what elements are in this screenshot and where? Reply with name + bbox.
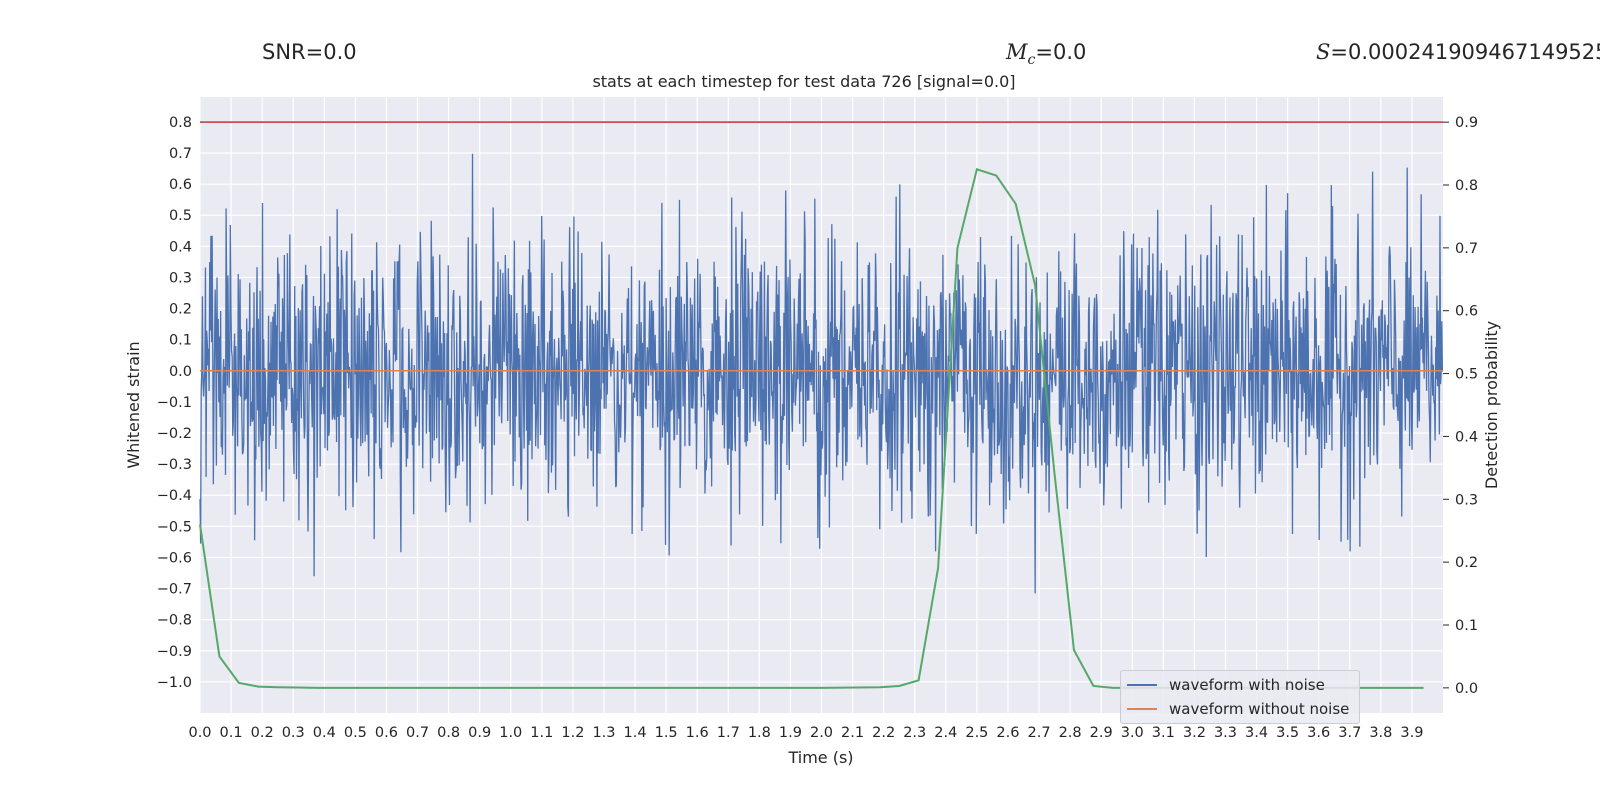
x-tick-label: 2.1 [841, 725, 864, 741]
y-tick-label: −0.8 [157, 613, 192, 629]
y2-tick-label: 0.1 [1455, 618, 1478, 634]
x-tick-label: 0.3 [282, 725, 305, 741]
x-tick-label: 0.0 [188, 725, 211, 741]
chirp-mass-symbol: M [1006, 40, 1028, 64]
probability-trace [199, 168, 1424, 689]
legend-item-clean: waveform without noise [1127, 698, 1349, 720]
y-tick-label: 0.5 [169, 208, 192, 224]
y2-tick-label: 0.3 [1455, 492, 1478, 508]
noise-trace [199, 153, 1444, 594]
x-tick-label: 1.6 [686, 725, 709, 741]
x-tick-label: 0.1 [220, 725, 243, 741]
y-tick-label: −1.0 [157, 675, 192, 691]
y-tick-label: 0.2 [169, 302, 192, 318]
series-detection-probability [199, 168, 1424, 689]
y-tick-label: −0.2 [157, 426, 192, 442]
x-tick-label: 2.2 [872, 725, 895, 741]
series-waveform-with-noise [199, 153, 1444, 594]
y-tick-label: −0.3 [157, 457, 192, 473]
x-tick-label: 3.7 [1338, 725, 1361, 741]
y-tick-label: 0.8 [169, 115, 192, 131]
x-tick-labels: 0.0 0.1 0.2 0.3 0.4 0.5 0.6 0.7 0.8 0.9 1.0 1.1 1.2 1… [188, 725, 1423, 741]
legend-label-noise: waveform with noise [1169, 676, 1325, 694]
x-tick-label: 1.0 [499, 725, 522, 741]
x-tick-label: 2.0 [810, 725, 833, 741]
x-tick-label: 1.7 [717, 725, 740, 741]
y2-tick-label: 0.9 [1455, 115, 1478, 131]
y2-axis-label: Detection probability [1482, 321, 1501, 489]
y2-tick-label: 0.8 [1455, 178, 1478, 194]
s-stat-value: =0.000241909467149525 [1330, 40, 1600, 64]
x-tick-label: 0.9 [468, 725, 491, 741]
x-tick-label: 1.1 [530, 725, 553, 741]
snr-label: SNR=0.0 [262, 40, 357, 64]
legend-label-clean: waveform without noise [1169, 700, 1350, 718]
y2-tick-label: 0.7 [1455, 241, 1478, 257]
x-tick-label: 0.8 [437, 725, 460, 741]
y-tick-label: −0.1 [157, 395, 192, 411]
x-tick-label: 3.8 [1369, 725, 1392, 741]
x-tick-label: 3.3 [1214, 725, 1237, 741]
y-tick-label: −0.4 [157, 488, 192, 504]
x-tick-label: 1.8 [748, 725, 771, 741]
y2-tick-label: 0.0 [1455, 681, 1478, 697]
x-tick-label: 1.5 [655, 725, 678, 741]
y-tick-label: 0.1 [169, 333, 192, 349]
x-tick-label: 3.5 [1276, 725, 1299, 741]
legend-item-noise: waveform with noise [1127, 674, 1325, 696]
x-axis-label: Time (s) [787, 748, 853, 767]
y-tick-label: 0.4 [169, 239, 192, 255]
x-tick-label: 1.9 [779, 725, 802, 741]
x-tick-label: 1.2 [561, 725, 584, 741]
x-tick-label: 2.4 [934, 725, 957, 741]
legend: waveform with noise waveform without noi… [1120, 670, 1360, 724]
y-tick-label: −0.9 [157, 644, 192, 660]
chirp-mass-value: =0.0 [1035, 40, 1087, 64]
y2-tick-label: 0.5 [1455, 367, 1478, 383]
x-tick-label: 3.6 [1307, 725, 1330, 741]
x-tick-label: 2.7 [1027, 725, 1050, 741]
x-tick-label: 0.4 [313, 725, 336, 741]
x-tick-label: 0.5 [344, 725, 367, 741]
chirp-mass-subscript: c [1027, 52, 1036, 69]
y-tick-labels: 0.8 0.7 0.6 0.5 0.4 0.3 0.2 0.1 0.0 −0.1 −0.2 −0.3 −… [157, 115, 192, 691]
y-axis-label: Whitened strain [124, 341, 143, 468]
x-tick-label: 3.2 [1183, 725, 1206, 741]
x-tick-label: 3.1 [1152, 725, 1175, 741]
x-tick-label: 1.4 [624, 725, 647, 741]
x-tick-label: 3.9 [1400, 725, 1423, 741]
x-tick-label: 1.3 [592, 725, 615, 741]
x-tick-label: 2.9 [1090, 725, 1113, 741]
chart-title: stats at each timestep for test data 726… [592, 72, 1015, 91]
y-tick-label: 0.7 [169, 146, 192, 162]
s-stat-symbol: S [1316, 40, 1331, 64]
legend-swatch-clean [1127, 708, 1157, 710]
y2-tick-label: 0.2 [1455, 555, 1478, 571]
x-tick-label: 2.5 [965, 725, 988, 741]
x-tick-label: 0.6 [375, 725, 398, 741]
y-tick-label: −0.7 [157, 582, 192, 598]
y2-tick-label: 0.4 [1455, 429, 1478, 445]
x-tick-label: 2.8 [1059, 725, 1082, 741]
y2-tick-label: 0.6 [1455, 304, 1478, 320]
x-tick-label: 3.4 [1245, 725, 1268, 741]
chirp-mass-label: Mc=0.0 [1006, 40, 1086, 68]
x-tick-label: 2.3 [903, 725, 926, 741]
y-tick-label: −0.5 [157, 519, 192, 535]
y-tick-label: 0.3 [169, 270, 192, 286]
y2-tick-labels: 0.9 0.8 0.7 0.6 0.5 0.4 0.3 0.2 0.1 0.0 [1443, 115, 1478, 697]
y-tick-label: −0.6 [157, 550, 192, 566]
x-tick-label: 0.7 [406, 725, 429, 741]
legend-swatch-noise [1127, 684, 1157, 686]
y-tick-label: 0.6 [169, 177, 192, 193]
y-tick-label: 0.0 [169, 364, 192, 380]
x-tick-label: 2.6 [996, 725, 1019, 741]
x-tick-label: 3.0 [1121, 725, 1144, 741]
s-stat-label: S=0.000241909467149525 [1316, 40, 1600, 64]
x-tick-label: 0.2 [251, 725, 274, 741]
